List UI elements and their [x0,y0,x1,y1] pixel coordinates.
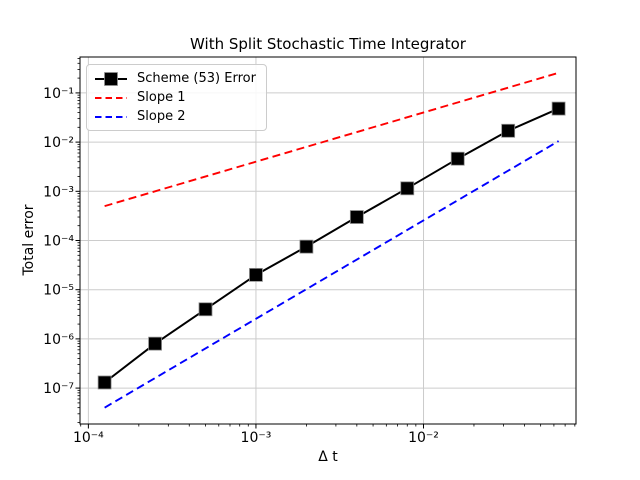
legend-label-slope-1: Slope 1 [137,90,186,105]
svg-text:10⁻⁶: 10⁻⁶ [43,332,74,348]
svg-text:10⁻¹: 10⁻¹ [43,86,74,102]
slope-2-line-sample-icon [94,109,128,125]
svg-text:10⁻³: 10⁻³ [241,430,272,446]
svg-text:10⁻²: 10⁻² [408,430,439,446]
scheme-error-line-sample-icon [94,71,128,87]
svg-text:10⁻⁴: 10⁻⁴ [43,234,74,250]
svg-text:10⁻²: 10⁻² [43,135,74,151]
svg-text:10⁻³: 10⁻³ [43,184,74,200]
x-axis-label: Δ t [318,449,338,465]
legend: Scheme (53) Error Slope 1 Slope 2 [86,64,267,131]
legend-item-slope-1: Slope 1 [94,89,256,106]
legend-item-slope-2: Slope 2 [94,108,256,125]
svg-text:10⁻⁵: 10⁻⁵ [43,283,74,299]
chart-title: With Split Stochastic Time Integrator [190,35,466,53]
svg-text:10⁻⁷: 10⁻⁷ [43,381,74,397]
svg-text:10⁻⁴: 10⁻⁴ [73,430,104,446]
legend-label-slope-2: Slope 2 [137,109,186,124]
legend-item-scheme-error: Scheme (53) Error [94,70,256,87]
slope-1-line-sample-icon [94,90,128,106]
legend-label-scheme-error: Scheme (53) Error [137,71,256,86]
